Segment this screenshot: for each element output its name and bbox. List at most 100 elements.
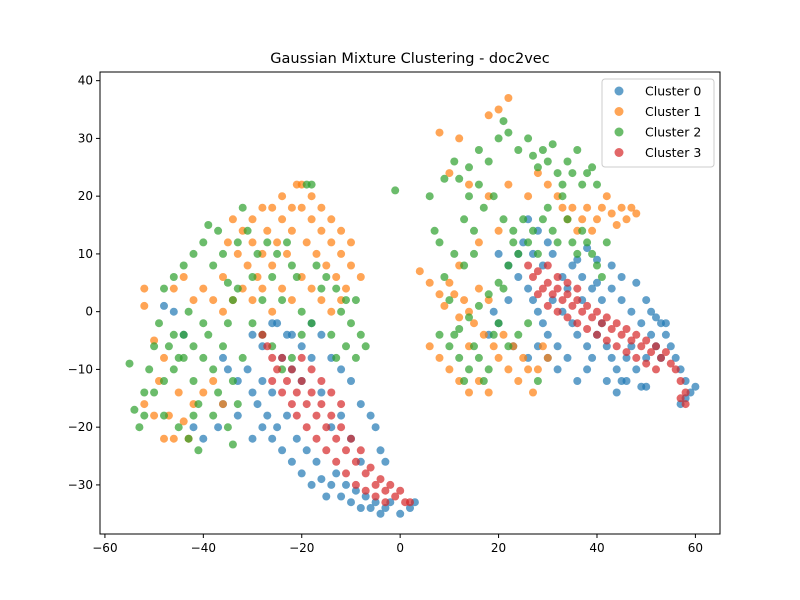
- data-point: [583, 238, 592, 247]
- y-tick-label: −10: [68, 362, 93, 376]
- data-point: [287, 203, 296, 212]
- data-point: [543, 238, 552, 247]
- data-point: [602, 342, 611, 351]
- data-point: [504, 94, 513, 102]
- data-point: [223, 423, 232, 432]
- data-point: [499, 284, 508, 293]
- data-point: [312, 434, 321, 443]
- data-point: [287, 365, 296, 374]
- y-tick-label: 30: [78, 131, 93, 145]
- data-point: [593, 330, 601, 339]
- data-point: [543, 330, 552, 339]
- data-point: [356, 273, 365, 281]
- data-point: [189, 377, 198, 385]
- data-point: [248, 388, 257, 397]
- data-point: [337, 400, 346, 409]
- data-point: [435, 238, 444, 247]
- data-point: [652, 342, 660, 351]
- data-point: [140, 400, 149, 409]
- data-point: [538, 342, 547, 351]
- data-point: [140, 411, 149, 420]
- data-point: [445, 169, 454, 178]
- data-point: [160, 301, 168, 310]
- data-point: [347, 434, 355, 443]
- data-point: [179, 353, 188, 362]
- data-point: [494, 353, 503, 362]
- y-axis: −30 −20 −10 0 10 20 30 40: [68, 74, 100, 492]
- data-point: [499, 330, 508, 339]
- data-point: [474, 353, 483, 362]
- data-point: [465, 192, 473, 201]
- y-tick-label: 10: [78, 247, 93, 261]
- data-point: [160, 434, 168, 443]
- data-point: [425, 192, 434, 201]
- data-point: [568, 203, 577, 212]
- data-point: [351, 353, 360, 362]
- data-point: [209, 411, 218, 420]
- data-point: [578, 180, 587, 189]
- data-point: [317, 226, 326, 235]
- data-point: [337, 411, 346, 420]
- data-point: [494, 249, 503, 258]
- data-point: [568, 261, 577, 270]
- data-point: [543, 278, 552, 287]
- data-point: [307, 192, 316, 201]
- data-point: [484, 296, 493, 305]
- data-point: [199, 284, 208, 293]
- data-point: [287, 261, 296, 270]
- data-point: [573, 377, 582, 385]
- data-point: [558, 203, 567, 212]
- data-point: [647, 348, 656, 357]
- data-point: [666, 342, 675, 351]
- data-point: [297, 203, 306, 212]
- data-point: [597, 319, 606, 328]
- data-point: [573, 249, 582, 258]
- data-point: [287, 296, 296, 305]
- data-point: [607, 209, 616, 218]
- data-point: [302, 446, 311, 455]
- legend-label: Cluster 3: [645, 145, 701, 160]
- data-point: [435, 128, 444, 137]
- series-3: [258, 261, 690, 507]
- data-point: [607, 353, 616, 362]
- data-point: [278, 192, 287, 201]
- data-point: [450, 157, 459, 166]
- data-point: [366, 411, 375, 420]
- data-point: [543, 301, 552, 310]
- legend-marker: [614, 127, 624, 137]
- data-point: [337, 307, 346, 316]
- data-point: [593, 215, 601, 224]
- data-point: [661, 319, 670, 328]
- data-point: [647, 330, 656, 339]
- data-point: [632, 365, 641, 374]
- data-point: [425, 342, 434, 351]
- x-tick-label: 40: [589, 541, 604, 555]
- data-point: [351, 296, 360, 305]
- data-point: [297, 307, 306, 316]
- data-point: [347, 498, 355, 507]
- data-point: [361, 469, 370, 478]
- data-point: [533, 290, 542, 299]
- data-point: [150, 336, 159, 345]
- data-point: [278, 353, 287, 362]
- data-point: [553, 273, 562, 281]
- data-point: [519, 215, 528, 224]
- data-point: [332, 284, 341, 293]
- data-point: [642, 382, 651, 391]
- data-point: [632, 209, 641, 218]
- data-point: [263, 342, 272, 351]
- data-point: [597, 296, 606, 305]
- legend-box: [601, 78, 715, 168]
- data-point: [563, 290, 572, 299]
- data-point: [622, 215, 631, 224]
- data-point: [292, 273, 301, 281]
- data-point: [617, 203, 626, 212]
- data-point: [474, 238, 483, 247]
- data-point: [169, 284, 178, 293]
- data-point: [287, 457, 296, 466]
- data-point: [238, 203, 247, 212]
- data-point: [332, 273, 341, 281]
- data-point: [681, 400, 690, 409]
- data-point: [248, 273, 257, 281]
